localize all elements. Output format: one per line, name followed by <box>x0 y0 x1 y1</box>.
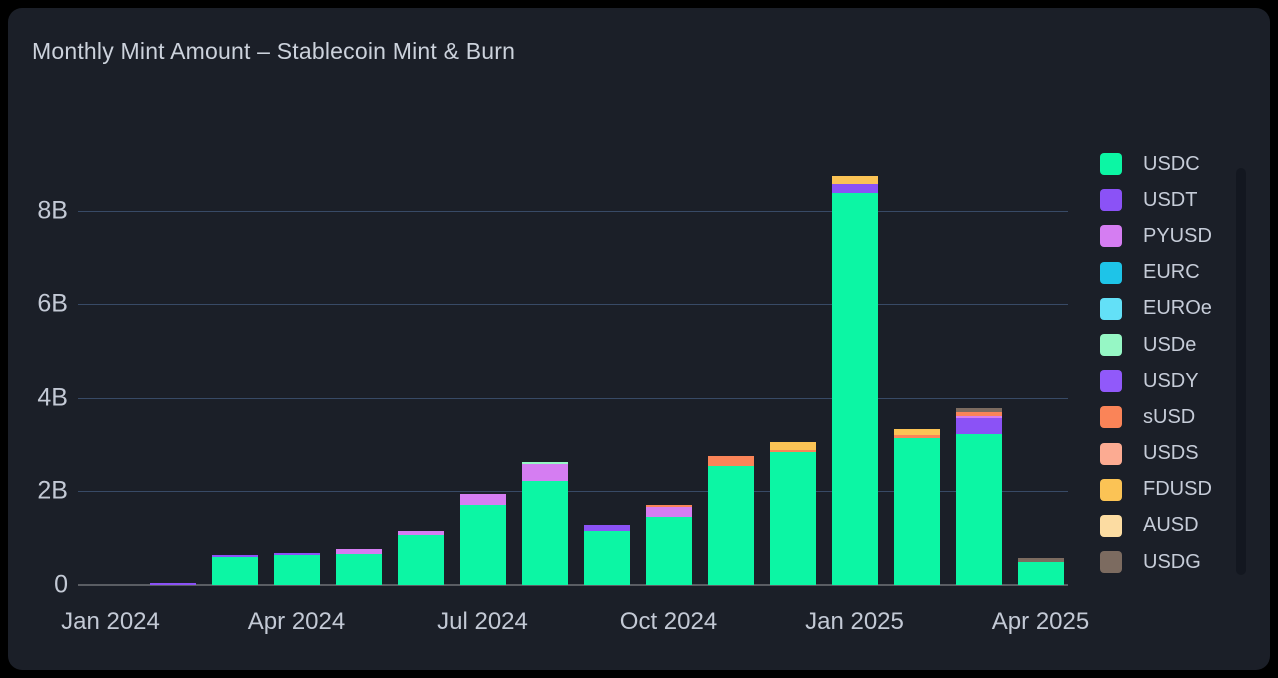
legend-swatch-EURC <box>1100 261 1122 284</box>
legend-swatch-USDT <box>1100 189 1122 212</box>
bar-segment-mar-2025-PYUSD[interactable] <box>955 415 1002 419</box>
x-axis-tick-jan-2024: Jan 2024 <box>61 608 160 635</box>
legend-label: USDC <box>1143 152 1200 175</box>
legend-item-EUROe[interactable]: EUROe <box>1100 291 1212 327</box>
legend-item-FDUSD[interactable]: FDUSD <box>1100 472 1212 508</box>
bar-segment-nov-2024-sUSD[interactable] <box>707 456 754 467</box>
bar-segment-may-2024-USDC[interactable] <box>335 554 382 585</box>
legend-label: USDG <box>1143 550 1201 573</box>
legend-swatch-PYUSD <box>1100 225 1122 248</box>
legend-swatch-sUSD <box>1100 406 1122 429</box>
legend-item-USDe[interactable]: USDe <box>1100 327 1212 363</box>
gridline-6B <box>78 304 1068 306</box>
chart-title: Monthly Mint Amount – Stablecoin Mint & … <box>32 38 516 64</box>
bar-segment-mar-2025-sUSD[interactable] <box>955 412 1002 416</box>
x-axis-tick-apr-2025: Apr 2025 <box>991 608 1090 635</box>
legend-swatch-AUSD <box>1100 514 1122 537</box>
bar-segment-aug-2024-USDC[interactable] <box>521 481 568 585</box>
legend-item-sUSD[interactable]: sUSD <box>1100 399 1212 435</box>
x-axis-line <box>78 584 1068 586</box>
x-axis-tick-jul-2024: Jul 2024 <box>437 608 528 635</box>
bar-segment-apr-2025-USDG[interactable] <box>1017 557 1064 563</box>
bar-segment-oct-2024-USDC[interactable] <box>645 517 692 585</box>
bar-segment-feb-2025-USDC[interactable] <box>893 438 940 585</box>
legend-label: AUSD <box>1143 514 1199 537</box>
chart-card <box>8 8 1270 670</box>
bar-segment-apr-2025-USDC[interactable] <box>1017 562 1064 585</box>
legend-label: FDUSD <box>1143 478 1212 501</box>
bar-segment-feb-2025-sUSD[interactable] <box>893 435 940 438</box>
legend-swatch-USDe <box>1100 334 1122 357</box>
bar-segment-dec-2024-sUSD[interactable] <box>769 450 816 452</box>
bar-segment-jun-2024-PYUSD[interactable] <box>397 531 444 536</box>
legend-swatch-USDS <box>1100 442 1122 465</box>
legend-item-AUSD[interactable]: AUSD <box>1100 508 1212 544</box>
y-axis-tick-6B: 6B <box>37 289 68 318</box>
bar-segment-mar-2025-USDG[interactable] <box>955 408 1002 413</box>
bar-segment-aug-2024-PYUSD[interactable] <box>521 464 568 482</box>
bar-segment-sep-2024-USDT[interactable] <box>583 525 630 532</box>
bar-segment-oct-2024-sUSD[interactable] <box>645 505 692 508</box>
legend-swatch-USDY <box>1100 370 1122 393</box>
y-axis-tick-2B: 2B <box>37 476 68 505</box>
bar-segment-feb-2025-FDUSD[interactable] <box>893 429 940 436</box>
bar-segment-mar-2025-USDT[interactable] <box>955 418 1002 435</box>
bar-segment-jul-2024-USDC[interactable] <box>459 505 506 585</box>
bar-segment-mar-2025-USDC[interactable] <box>955 434 1002 585</box>
legend-label: USDS <box>1143 442 1199 465</box>
legend-swatch-EUROe <box>1100 297 1122 320</box>
x-axis-tick-jan-2025: Jan 2025 <box>805 608 904 635</box>
bar-segment-mar-2024-USDC[interactable] <box>211 556 258 585</box>
legend-label: PYUSD <box>1143 224 1212 247</box>
legend-label: EURC <box>1143 261 1200 284</box>
legend-label: sUSD <box>1143 405 1196 428</box>
legend-label: USDe <box>1143 333 1197 356</box>
bar-segment-jan-2025-USDC[interactable] <box>831 193 878 585</box>
bar-segment-jul-2024-PYUSD[interactable] <box>459 494 506 505</box>
gridline-8B <box>78 210 1068 212</box>
gridline-2B <box>78 491 1068 493</box>
legend-label: EUROe <box>1143 297 1212 320</box>
x-axis-tick-apr-2024: Apr 2024 <box>247 608 346 635</box>
bar-segment-jan-2025-USDT[interactable] <box>831 184 878 194</box>
legend-item-USDY[interactable]: USDY <box>1100 363 1212 399</box>
bar-segment-oct-2024-PYUSD[interactable] <box>645 507 692 518</box>
x-axis-tick-oct-2024: Oct 2024 <box>619 608 718 635</box>
gridline-4B <box>78 397 1068 399</box>
legend: USDC USDT PYUSD EURC EUROe USDe USDY sUSD USDS FD… <box>1100 146 1212 580</box>
legend-swatch-FDUSD <box>1100 478 1122 501</box>
bar-segment-aug-2024-USDe[interactable] <box>521 461 568 465</box>
bar-segment-sep-2024-USDC[interactable] <box>583 531 630 585</box>
y-axis-tick-8B: 8B <box>37 196 68 225</box>
legend-item-PYUSD[interactable]: PYUSD <box>1100 218 1212 254</box>
legend-item-EURC[interactable]: EURC <box>1100 255 1212 291</box>
legend-scrollbar[interactable] <box>1236 168 1246 575</box>
bar-segment-apr-2024-USDT[interactable] <box>273 553 320 556</box>
legend-swatch-USDG <box>1100 551 1122 574</box>
legend-item-USDS[interactable]: USDS <box>1100 436 1212 472</box>
bar-segment-mar-2024-USDT[interactable] <box>211 555 258 557</box>
y-axis-tick-0: 0 <box>54 570 68 599</box>
bar-segment-jun-2024-USDC[interactable] <box>397 535 444 585</box>
legend-label: USDY <box>1143 369 1199 392</box>
legend-item-USDG[interactable]: USDG <box>1100 544 1212 580</box>
bar-segment-jan-2025-FDUSD[interactable] <box>831 176 878 185</box>
y-axis-tick-4B: 4B <box>37 383 68 412</box>
bar-segment-dec-2024-USDC[interactable] <box>769 451 816 585</box>
bar-segment-feb-2024-USDT[interactable] <box>149 583 196 585</box>
bar-segment-apr-2024-USDC[interactable] <box>273 555 320 585</box>
legend-label: USDT <box>1143 188 1198 211</box>
bar-segment-dec-2024-FDUSD[interactable] <box>769 442 816 451</box>
bar-segment-nov-2024-USDC[interactable] <box>707 466 754 585</box>
legend-item-USDC[interactable]: USDC <box>1100 146 1212 182</box>
legend-swatch-USDC <box>1100 153 1122 176</box>
bar-segment-may-2024-PYUSD[interactable] <box>335 549 382 555</box>
legend-item-USDT[interactable]: USDT <box>1100 182 1212 218</box>
